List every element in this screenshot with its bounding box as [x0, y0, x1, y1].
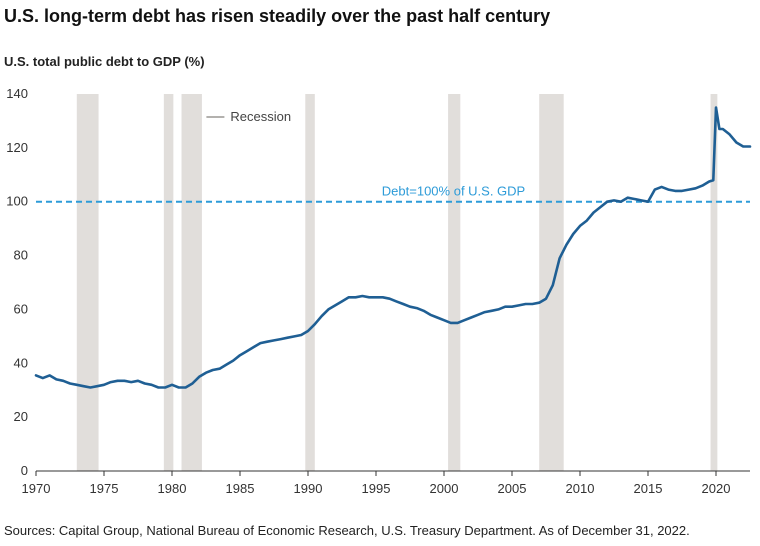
source-note: Sources: Capital Group, National Bureau …	[4, 523, 690, 538]
x-tick-label-8: 2010	[566, 481, 595, 496]
axes: 0 20 40 60 80 100 120 140 1970 1975 1980 1985 1990 19…	[6, 86, 750, 496]
y-tick-label-7: 140	[6, 86, 28, 101]
x-tick-label-7: 2005	[498, 481, 527, 496]
recession-band-6	[710, 94, 718, 471]
x-tick-label-3: 1985	[226, 481, 255, 496]
reference-line-group: Debt=100% of U.S. GDP	[36, 184, 750, 203]
y-tick-label-0: 0	[21, 463, 28, 478]
x-tick-label-5: 1995	[362, 481, 391, 496]
recession-band-5	[539, 94, 564, 471]
x-tick-label-0: 1970	[22, 481, 51, 496]
reference-line-label: Debt=100% of U.S. GDP	[382, 184, 525, 199]
x-tick-label-6: 2000	[430, 481, 459, 496]
line-chart: Debt=100% of U.S. GDP 0 20 40 60 80 100 120 140…	[6, 86, 752, 496]
x-tick-label-2: 1980	[158, 481, 187, 496]
recession-band-3	[305, 94, 315, 471]
legend-label-recession: Recession	[230, 109, 291, 124]
y-axis-title: U.S. total public debt to GDP (%)	[4, 54, 205, 69]
y-tick-label-1: 20	[14, 409, 28, 424]
recession-band-2	[181, 94, 202, 471]
y-tick-label-5: 100	[6, 194, 28, 209]
chart-title: U.S. long-term debt has risen steadily o…	[4, 6, 551, 26]
recession-band-0	[76, 94, 99, 471]
x-tick-label-4: 1990	[294, 481, 323, 496]
recession-band-1	[163, 94, 174, 471]
y-tick-label-6: 120	[6, 140, 28, 155]
recession-band-4	[448, 94, 461, 471]
x-tick-label-1: 1975	[90, 481, 119, 496]
y-tick-label-4: 80	[14, 248, 28, 263]
recession-bands	[76, 94, 718, 471]
legend: Recession	[206, 109, 291, 124]
series-line-0	[34, 106, 752, 389]
x-tick-label-9: 2015	[634, 481, 663, 496]
series-group	[34, 106, 752, 389]
x-tick-label-10: 2020	[702, 481, 731, 496]
y-tick-label-3: 60	[14, 301, 28, 316]
y-tick-label-2: 40	[14, 355, 28, 370]
